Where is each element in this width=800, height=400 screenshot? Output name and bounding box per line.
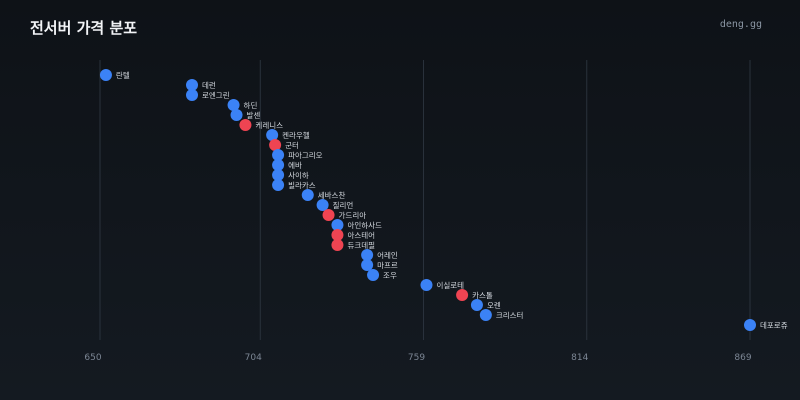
point-marker[interactable]: [456, 289, 469, 301]
x-axis-ticks: 650 704 759 814 869: [84, 353, 751, 363]
data-point[interactable]: 란텔: [99, 69, 130, 81]
point-marker[interactable]: [331, 229, 344, 241]
data-point[interactable]: 가드리아: [322, 209, 367, 221]
point-marker[interactable]: [744, 319, 756, 331]
data-point[interactable]: 세바스찬: [301, 189, 346, 201]
point-label: 켄라우헬: [282, 130, 310, 140]
data-point[interactable]: 어레인: [361, 249, 398, 261]
point-marker[interactable]: [272, 149, 285, 161]
grid-layer: [99, 60, 751, 340]
x-tick-label: 704: [245, 353, 262, 363]
point-label: 사이하: [288, 170, 309, 180]
point-label: 란텔: [116, 70, 130, 80]
x-tick-label: 869: [734, 353, 751, 363]
point-label: 데포로쥬: [760, 321, 788, 330]
data-point[interactable]: 오렌: [470, 299, 501, 311]
data-point[interactable]: 아스테어: [331, 229, 375, 241]
data-point[interactable]: 이실로테: [420, 279, 464, 291]
point-label: 하딘: [244, 100, 258, 110]
point-label: 카스톨: [472, 291, 493, 300]
point-marker[interactable]: [316, 199, 329, 211]
point-marker[interactable]: [301, 189, 314, 201]
x-tick-label: 814: [571, 353, 588, 363]
point-marker[interactable]: [272, 179, 285, 191]
data-point[interactable]: 크리스터: [479, 309, 524, 321]
data-point[interactable]: 아인하사드: [331, 219, 382, 231]
point-label: 가드리아: [339, 210, 367, 220]
point-label: 크리스터: [496, 311, 524, 320]
point-label: 아스테어: [347, 230, 375, 240]
point-marker[interactable]: [361, 249, 374, 261]
data-point[interactable]: 마프르: [361, 259, 398, 271]
point-marker[interactable]: [99, 69, 112, 81]
point-label: 오렌: [487, 300, 501, 310]
data-point[interactable]: 하딘: [227, 99, 258, 111]
point-marker[interactable]: [361, 259, 374, 271]
data-point[interactable]: 에바: [272, 159, 302, 171]
point-marker[interactable]: [322, 209, 335, 221]
point-label: 세바스찬: [318, 190, 346, 200]
point-marker[interactable]: [186, 89, 199, 101]
point-label: 군터: [285, 141, 299, 150]
page-title: 전서버 가격 분포: [30, 19, 138, 37]
point-label: 에바: [288, 160, 302, 170]
data-point[interactable]: 데포로쥬: [744, 319, 788, 331]
data-point[interactable]: 로엔그린: [186, 89, 230, 101]
point-label: 어레인: [377, 250, 398, 260]
point-label: 질리언: [333, 200, 354, 210]
point-label: 조우: [383, 271, 397, 280]
point-label: 빌라카스: [288, 181, 316, 190]
data-point[interactable]: 군터: [269, 139, 299, 151]
point-marker[interactable]: [272, 159, 285, 171]
data-point[interactable]: 켄라우헬: [266, 129, 310, 141]
data-point[interactable]: 듀크데필: [331, 239, 375, 251]
data-point[interactable]: 케레니스: [239, 119, 283, 131]
point-label: 로엔그린: [202, 90, 230, 100]
point-marker[interactable]: [479, 309, 492, 321]
data-point[interactable]: 빌라카스: [272, 179, 316, 191]
point-marker[interactable]: [367, 269, 380, 281]
data-points: 란텔데런로엔그린하딘발센케레니스켄라우헬군터파아그리오에바사이하빌라카스세바스찬…: [99, 69, 788, 331]
point-marker[interactable]: [230, 109, 243, 121]
point-marker[interactable]: [420, 279, 433, 291]
point-marker[interactable]: [186, 79, 199, 91]
point-marker[interactable]: [272, 169, 285, 181]
point-label: 마프르: [377, 261, 398, 270]
x-tick-label: 759: [408, 353, 425, 363]
x-tick-label: 650: [84, 353, 101, 363]
point-label: 아인하사드: [347, 220, 382, 230]
data-point[interactable]: 데런: [186, 79, 216, 91]
data-point[interactable]: 카스톨: [456, 289, 493, 301]
point-marker[interactable]: [227, 99, 240, 111]
point-marker[interactable]: [239, 119, 252, 131]
point-label: 듀크데필: [347, 240, 375, 250]
brand-label[interactable]: deng.gg: [719, 19, 762, 30]
point-label: 케레니스: [255, 121, 283, 130]
point-marker[interactable]: [331, 239, 344, 251]
point-marker[interactable]: [266, 129, 279, 141]
point-marker[interactable]: [269, 139, 282, 151]
data-point[interactable]: 발센: [230, 109, 261, 121]
data-point[interactable]: 파아그리오: [272, 149, 323, 161]
point-label: 발센: [247, 110, 261, 120]
data-point[interactable]: 사이하: [272, 169, 309, 181]
data-point[interactable]: 조우: [367, 269, 397, 281]
point-marker[interactable]: [470, 299, 483, 311]
point-label: 파아그리오: [288, 150, 323, 160]
point-marker[interactable]: [331, 219, 344, 231]
point-label: 데런: [202, 80, 216, 90]
data-point[interactable]: 질리언: [316, 199, 354, 211]
point-label: 이실로테: [436, 280, 464, 290]
